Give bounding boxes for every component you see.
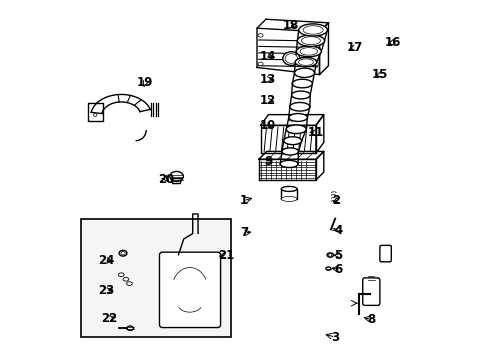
Ellipse shape xyxy=(285,54,297,63)
Text: 13: 13 xyxy=(259,73,275,86)
Bar xyxy=(81,219,230,337)
Text: 1: 1 xyxy=(239,194,247,207)
Ellipse shape xyxy=(298,24,326,36)
Ellipse shape xyxy=(93,114,97,117)
Text: 21: 21 xyxy=(218,248,234,261)
Ellipse shape xyxy=(121,252,125,255)
Ellipse shape xyxy=(289,119,293,121)
Text: 18: 18 xyxy=(282,19,298,32)
Text: 16: 16 xyxy=(384,36,401,49)
Text: 14: 14 xyxy=(259,50,276,63)
Ellipse shape xyxy=(118,273,124,276)
Ellipse shape xyxy=(283,137,301,145)
Text: 24: 24 xyxy=(98,254,114,267)
Ellipse shape xyxy=(285,125,305,134)
Text: 22: 22 xyxy=(101,312,117,325)
Text: 20: 20 xyxy=(158,173,174,186)
Ellipse shape xyxy=(123,278,128,281)
Ellipse shape xyxy=(294,68,314,77)
Ellipse shape xyxy=(280,160,298,167)
FancyBboxPatch shape xyxy=(362,278,379,305)
Ellipse shape xyxy=(313,33,318,37)
Text: 10: 10 xyxy=(259,119,275,132)
Text: 19: 19 xyxy=(137,76,153,89)
Ellipse shape xyxy=(169,171,183,181)
FancyBboxPatch shape xyxy=(379,246,390,262)
Ellipse shape xyxy=(289,103,309,111)
Text: 9: 9 xyxy=(264,155,272,168)
Ellipse shape xyxy=(325,267,330,270)
Ellipse shape xyxy=(331,228,334,230)
Text: 7: 7 xyxy=(240,226,248,239)
Ellipse shape xyxy=(288,113,307,121)
Ellipse shape xyxy=(291,91,309,99)
Text: 15: 15 xyxy=(371,68,387,81)
Ellipse shape xyxy=(258,62,263,66)
Ellipse shape xyxy=(326,253,333,257)
Ellipse shape xyxy=(292,79,312,88)
Ellipse shape xyxy=(296,46,321,57)
Text: 5: 5 xyxy=(333,248,342,261)
Ellipse shape xyxy=(119,250,127,256)
Text: 23: 23 xyxy=(98,284,114,297)
Text: 6: 6 xyxy=(333,263,342,276)
Text: 3: 3 xyxy=(331,331,339,344)
Text: 4: 4 xyxy=(333,224,342,237)
Ellipse shape xyxy=(282,148,298,155)
Text: 8: 8 xyxy=(366,313,375,326)
Ellipse shape xyxy=(313,62,318,66)
Text: 2: 2 xyxy=(332,194,340,207)
Text: 12: 12 xyxy=(259,94,275,107)
Ellipse shape xyxy=(258,33,263,37)
Text: 17: 17 xyxy=(346,41,362,54)
Ellipse shape xyxy=(328,254,331,256)
Ellipse shape xyxy=(281,186,296,192)
Ellipse shape xyxy=(126,282,132,285)
Text: 11: 11 xyxy=(307,126,324,139)
Ellipse shape xyxy=(295,58,316,67)
Ellipse shape xyxy=(297,35,324,46)
FancyBboxPatch shape xyxy=(159,252,220,328)
Ellipse shape xyxy=(281,197,296,202)
Ellipse shape xyxy=(127,326,133,330)
Ellipse shape xyxy=(282,52,299,65)
